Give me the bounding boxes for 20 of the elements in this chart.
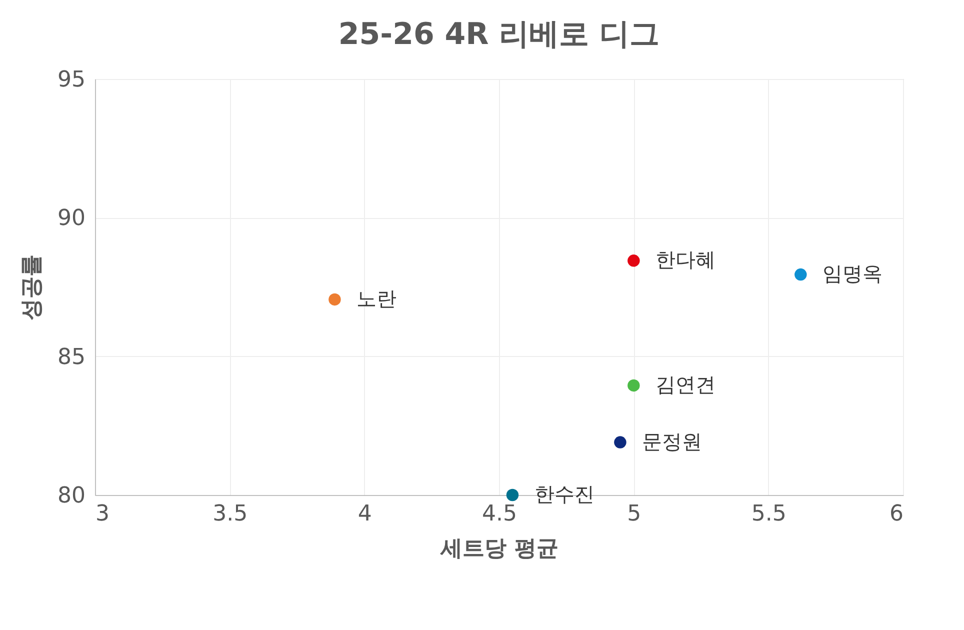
x-tick-label: 4.5 bbox=[482, 502, 517, 526]
series-label: 임명옥 bbox=[822, 262, 883, 286]
x-tick-label: 5.5 bbox=[751, 502, 786, 526]
x-tick-label: 6 bbox=[890, 502, 904, 526]
series-label: 문정원 bbox=[642, 429, 702, 454]
y-tick-label: 80 bbox=[58, 484, 86, 508]
chart-title: 25-26 4R 리베로 디그 bbox=[338, 17, 660, 52]
x-tick-label: 4 bbox=[358, 502, 372, 526]
y-tick-label: 95 bbox=[58, 68, 86, 92]
series-label: 한수진 bbox=[534, 482, 594, 506]
series-label: 김연견 bbox=[656, 372, 716, 396]
series-label: 노란 bbox=[356, 286, 397, 310]
x-tick-label: 5 bbox=[627, 502, 642, 526]
x-tick-label: 3.5 bbox=[212, 502, 248, 526]
y-tick-label: 90 bbox=[58, 206, 86, 232]
y-tick-label: 85 bbox=[58, 344, 86, 370]
x-tick-label: 3 bbox=[96, 502, 110, 526]
series-label: 한다혜 bbox=[656, 248, 716, 272]
x-axis-title: 세트당 평균 bbox=[440, 536, 558, 562]
y-axis-title: 성공률 bbox=[20, 254, 45, 320]
